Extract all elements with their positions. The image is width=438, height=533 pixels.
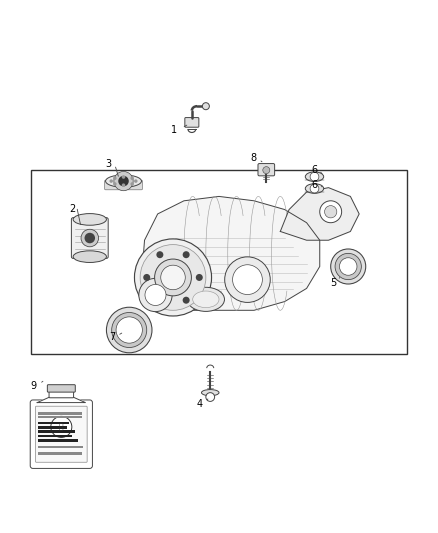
Circle shape [134,239,212,316]
Circle shape [310,172,319,181]
Ellipse shape [106,175,141,187]
FancyBboxPatch shape [185,118,199,127]
Bar [38,426,67,429]
Ellipse shape [305,184,324,193]
FancyBboxPatch shape [258,164,275,176]
Circle shape [139,278,172,312]
Circle shape [106,307,152,353]
Bar [38,416,82,418]
Ellipse shape [305,172,324,182]
Circle shape [320,201,342,223]
Bar [38,413,82,415]
Ellipse shape [187,287,224,311]
Circle shape [325,206,337,218]
FancyBboxPatch shape [35,406,87,462]
Text: 7: 7 [109,333,115,343]
Text: 9: 9 [30,381,36,391]
Circle shape [113,182,117,185]
Text: 6: 6 [311,165,318,175]
Circle shape [81,229,99,247]
Text: 3: 3 [106,159,112,168]
Circle shape [225,257,270,302]
Text: Ⓜ: Ⓜ [59,422,64,431]
Circle shape [233,265,262,295]
Circle shape [85,233,95,243]
Circle shape [110,179,113,183]
Circle shape [122,183,125,187]
Circle shape [122,175,125,179]
Circle shape [183,251,190,258]
FancyBboxPatch shape [71,217,108,259]
Circle shape [156,251,163,258]
Circle shape [155,259,191,296]
FancyBboxPatch shape [49,390,74,398]
Circle shape [131,182,134,185]
Circle shape [183,297,190,304]
Circle shape [339,258,357,275]
Text: 5: 5 [330,278,336,288]
Circle shape [51,416,72,438]
Circle shape [331,249,366,284]
Polygon shape [37,397,85,402]
Bar [38,452,82,455]
FancyBboxPatch shape [105,180,142,190]
Circle shape [202,103,209,110]
Bar [38,446,83,448]
Circle shape [114,172,133,191]
Circle shape [263,167,270,174]
Circle shape [113,176,117,180]
Bar [31,170,407,354]
Polygon shape [140,197,320,310]
Text: 2: 2 [69,204,75,214]
Ellipse shape [201,390,219,395]
Circle shape [143,274,150,281]
Text: 1: 1 [171,125,177,135]
Bar [38,435,72,437]
Ellipse shape [193,291,219,308]
Text: 6: 6 [311,181,318,190]
Circle shape [310,184,319,193]
Circle shape [131,176,134,180]
Circle shape [134,179,138,183]
Ellipse shape [73,251,106,262]
Polygon shape [280,188,359,240]
Circle shape [112,312,147,348]
Circle shape [335,253,361,280]
Ellipse shape [73,214,106,225]
Text: 4: 4 [197,399,203,409]
Circle shape [156,297,163,304]
Bar [38,439,78,442]
Circle shape [206,393,215,401]
Circle shape [145,285,166,305]
Circle shape [116,317,142,343]
FancyBboxPatch shape [30,400,92,469]
Text: 8: 8 [250,153,256,163]
Circle shape [161,265,185,290]
Circle shape [196,274,203,281]
Circle shape [140,245,206,310]
Circle shape [118,176,129,187]
Bar [38,422,69,424]
Bar [38,430,75,433]
FancyBboxPatch shape [47,385,75,392]
